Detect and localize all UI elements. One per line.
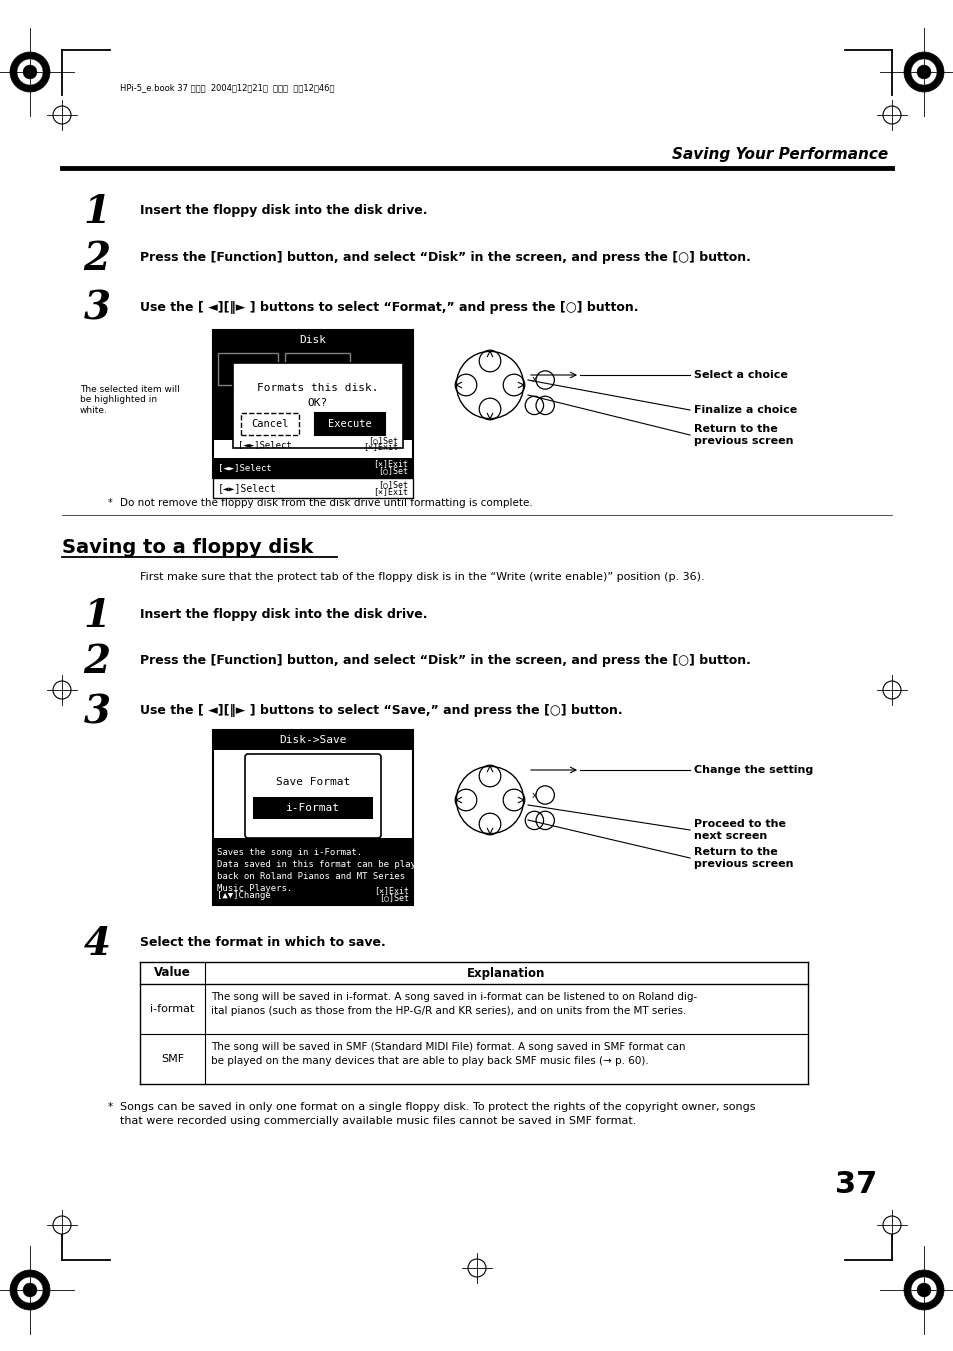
- Circle shape: [903, 51, 943, 92]
- Text: Explanation: Explanation: [467, 966, 545, 979]
- Circle shape: [916, 1283, 930, 1297]
- Text: [×]Exit: [×]Exit: [374, 886, 409, 896]
- Text: ital pianos (such as those from the HP-G/R and KR series), and on units from the: ital pianos (such as those from the HP-G…: [211, 1006, 685, 1016]
- FancyBboxPatch shape: [245, 754, 380, 838]
- Text: Saves the song in i-Format.: Saves the song in i-Format.: [216, 848, 362, 857]
- Text: x: x: [531, 376, 537, 385]
- Text: [○]Set: [○]Set: [377, 466, 408, 476]
- Text: Formats this disk.: Formats this disk.: [257, 382, 378, 393]
- Circle shape: [17, 59, 43, 85]
- Circle shape: [10, 1270, 50, 1310]
- Text: Cancel: Cancel: [251, 419, 289, 430]
- Text: Disk->Save: Disk->Save: [279, 735, 346, 744]
- Bar: [253, 797, 373, 819]
- Circle shape: [903, 1270, 943, 1310]
- Bar: [213, 885, 413, 905]
- Text: [×]Exit: [×]Exit: [363, 443, 397, 451]
- Text: Saving to a floppy disk: Saving to a floppy disk: [62, 538, 313, 557]
- Bar: [213, 350, 413, 440]
- Text: Use the [ ◄][‖► ] buttons to select “Format,” and press the [○] button.: Use the [ ◄][‖► ] buttons to select “For…: [140, 301, 638, 313]
- Circle shape: [910, 59, 936, 85]
- Text: 2: 2: [84, 240, 111, 278]
- Text: Do not remove the floppy disk from the disk drive until formatting is complete.: Do not remove the floppy disk from the d…: [120, 499, 532, 508]
- Text: Value: Value: [154, 966, 191, 979]
- Text: [◄►]Select: [◄►]Select: [218, 484, 276, 493]
- Text: i-format: i-format: [151, 1004, 194, 1015]
- Text: Music Players.: Music Players.: [216, 884, 292, 893]
- Circle shape: [23, 65, 37, 78]
- Text: [×]Exit: [×]Exit: [373, 488, 408, 497]
- Bar: [213, 458, 413, 478]
- Text: be played on the many devices that are able to play back SMF music files (→ p. 6: be played on the many devices that are a…: [211, 1056, 648, 1066]
- Text: 2: 2: [84, 643, 111, 681]
- Text: that were recorded using commercially available music files cannot be saved in S: that were recorded using commercially av…: [120, 1116, 636, 1125]
- Text: [▲▼]Change: [▲▼]Change: [216, 890, 271, 900]
- Text: Execute: Execute: [328, 419, 372, 430]
- Bar: [213, 730, 413, 750]
- Text: Press the [Function] button, and select “Disk” in the screen, and press the [○] : Press the [Function] button, and select …: [140, 251, 750, 263]
- Text: *: *: [108, 1102, 113, 1112]
- Text: Songs can be saved in only one format on a single floppy disk. To protect the ri: Songs can be saved in only one format on…: [120, 1102, 755, 1112]
- Circle shape: [910, 1277, 936, 1302]
- Text: 1: 1: [84, 193, 111, 231]
- Text: The song will be saved in i-format. A song saved in i-format can be listened to : The song will be saved in i-format. A so…: [211, 992, 697, 1002]
- Text: [×]Exit: [×]Exit: [373, 459, 408, 469]
- Text: [○]Set: [○]Set: [368, 436, 397, 446]
- Bar: [285, 353, 350, 385]
- Text: Press the [Function] button, and select “Disk” in the screen, and press the [○] : Press the [Function] button, and select …: [140, 654, 750, 667]
- Text: SMF: SMF: [161, 1054, 184, 1065]
- Text: 3: 3: [84, 290, 111, 328]
- Text: Insert the floppy disk into the disk drive.: Insert the floppy disk into the disk dri…: [140, 204, 427, 218]
- Text: The selected item will
be highlighted in
white.: The selected item will be highlighted in…: [80, 385, 179, 415]
- Circle shape: [17, 1277, 43, 1302]
- Text: [◄►]Select: [◄►]Select: [218, 463, 272, 473]
- Text: First make sure that the protect tab of the floppy disk is in the “Write (write : First make sure that the protect tab of …: [140, 571, 704, 582]
- Text: [○]Set: [○]Set: [377, 481, 408, 489]
- Text: 37: 37: [834, 1170, 877, 1198]
- Bar: [314, 413, 385, 435]
- Text: 1: 1: [84, 597, 111, 635]
- Text: Finalize a choice: Finalize a choice: [693, 405, 797, 415]
- Text: Return to the
previous screen: Return to the previous screen: [693, 847, 793, 869]
- Bar: [213, 478, 413, 499]
- Text: [○]Set: [○]Set: [378, 893, 409, 902]
- Text: Disk: Disk: [299, 335, 326, 345]
- Text: 3: 3: [84, 693, 111, 731]
- Text: Save Format: Save Format: [275, 777, 350, 788]
- Circle shape: [916, 65, 930, 78]
- Text: back on Roland Pianos and MT Series: back on Roland Pianos and MT Series: [216, 871, 405, 881]
- Text: *: *: [108, 499, 112, 508]
- Bar: [213, 730, 413, 905]
- Text: Select a choice: Select a choice: [693, 370, 787, 380]
- Text: Use the [ ◄][‖► ] buttons to select “Save,” and press the [○] button.: Use the [ ◄][‖► ] buttons to select “Sav…: [140, 704, 622, 717]
- Text: Insert the floppy disk into the disk drive.: Insert the floppy disk into the disk dri…: [140, 608, 427, 621]
- Text: Saving Your Performance: Saving Your Performance: [671, 147, 887, 162]
- Text: Proceed to the
next screen: Proceed to the next screen: [693, 819, 785, 840]
- Text: Change the setting: Change the setting: [693, 765, 812, 775]
- Text: The song will be saved in SMF (Standard MIDI File) format. A song saved in SMF f: The song will be saved in SMF (Standard …: [211, 1042, 685, 1052]
- Text: 4: 4: [84, 925, 111, 963]
- Circle shape: [10, 51, 50, 92]
- Bar: [241, 413, 298, 435]
- Bar: [140, 962, 807, 984]
- Bar: [233, 363, 402, 449]
- Text: Return to the
previous screen: Return to the previous screen: [693, 424, 793, 446]
- Text: OK?: OK?: [308, 399, 328, 408]
- Text: i-Format: i-Format: [286, 802, 339, 813]
- Bar: [213, 838, 413, 888]
- Text: Data saved in this format can be played: Data saved in this format can be played: [216, 861, 426, 869]
- Circle shape: [23, 1283, 37, 1297]
- Bar: [218, 353, 277, 385]
- Text: Select the format in which to save.: Select the format in which to save.: [140, 936, 385, 948]
- Bar: [213, 330, 413, 478]
- Text: [◄►]Select: [◄►]Select: [237, 440, 292, 450]
- Bar: [213, 330, 413, 350]
- Text: x: x: [531, 790, 537, 800]
- Text: HPi-5_e.book 37 ページ  2004年12月21日  火曜日  午後12時46分: HPi-5_e.book 37 ページ 2004年12月21日 火曜日 午後12…: [120, 84, 335, 92]
